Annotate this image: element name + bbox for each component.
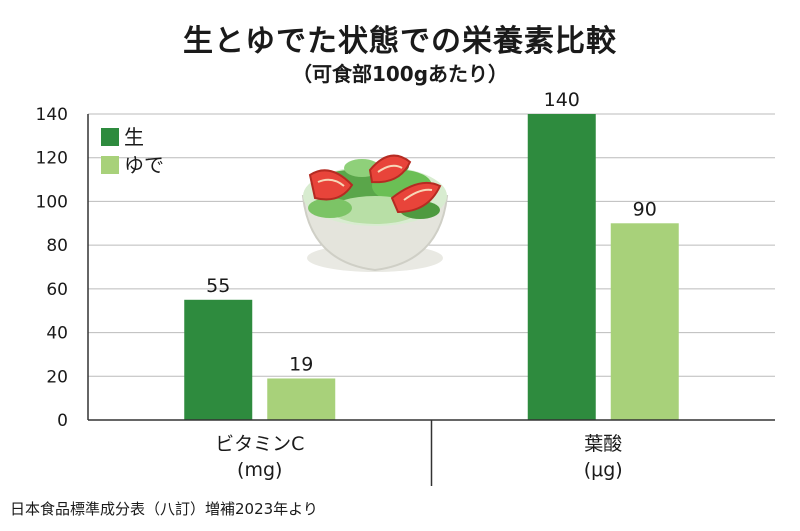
category-unit-label: (μg) [584,459,623,481]
legend-swatch [101,128,119,146]
bar [267,378,336,420]
chart-title: 生とゆでた状態での栄養素比較 [183,24,617,59]
data-label: 140 [544,89,580,111]
bar [610,223,679,420]
y-tick-label: 80 [46,236,68,256]
y-tick-label: 40 [46,324,68,344]
bar [184,299,253,420]
y-tick-label: 100 [36,192,68,212]
category-label: ビタミンC [215,433,304,455]
data-label: 55 [206,275,230,297]
legend-label: ゆで [124,153,164,177]
source-note: 日本食品標準成分表（八訂）増補2023年より [10,500,318,518]
y-tick-label: 140 [36,105,68,125]
data-label: 90 [633,198,657,220]
y-tick-label: 120 [36,149,68,169]
chart-subtitle: （可食部100gあたり） [291,62,509,86]
salad-bowl-icon [301,154,449,272]
y-tick-label: 60 [46,280,68,300]
y-tick-label: 20 [46,367,68,387]
legend-swatch [101,156,119,174]
data-label: 19 [289,353,313,375]
bar [527,114,596,420]
legend-label: 生 [124,125,144,149]
category-unit-label: (mg) [237,459,282,481]
y-tick-label: 0 [57,411,68,431]
category-label: 葉酸 [584,433,622,455]
